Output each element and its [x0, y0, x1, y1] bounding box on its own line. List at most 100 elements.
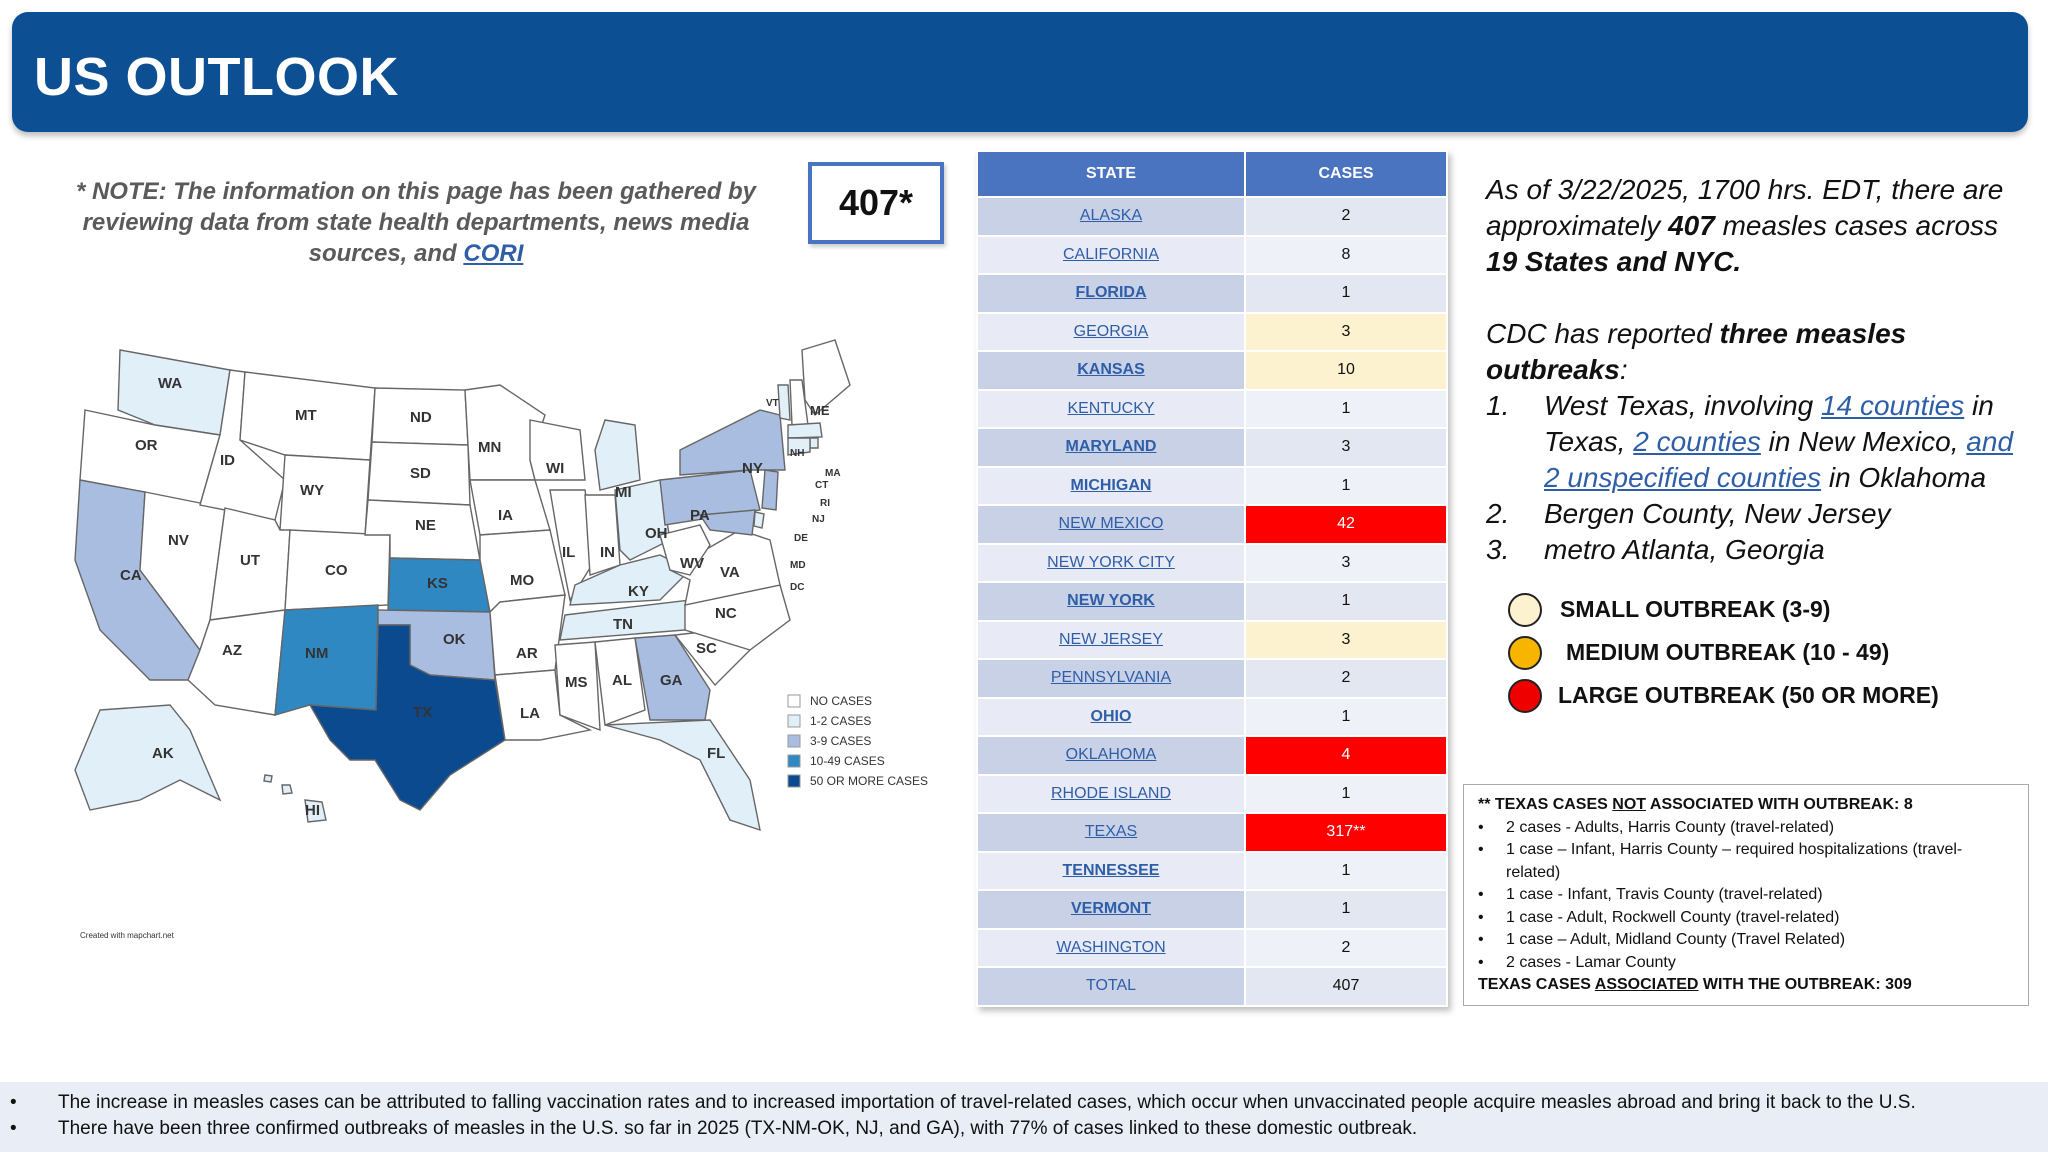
label-WA: WA	[158, 375, 182, 392]
header-banner: US OUTLOOK	[12, 12, 2028, 132]
label-MT: MT	[295, 407, 317, 424]
label-NJ: NJ	[812, 514, 825, 525]
legend-swatch-3-9	[787, 734, 801, 748]
label-RI: RI	[820, 498, 830, 509]
state-MS	[554, 641, 601, 732]
texas-title-part: ** TEXAS CASES	[1478, 796, 1613, 813]
table-row: MARYLAND 3	[976, 427, 1448, 468]
label-MO: MO	[510, 572, 534, 589]
state-link[interactable]: ALASKA	[976, 196, 1246, 237]
new-mexico-counties-link[interactable]: 2 counties	[1633, 426, 1761, 457]
state-link[interactable]: GEORGIA	[976, 311, 1246, 352]
label-MI: MI	[615, 484, 632, 501]
footer-bullet: There have been three confirmed outbreak…	[0, 1116, 2048, 1142]
legend-swatch-50-plus	[787, 774, 801, 788]
label-AZ: AZ	[222, 642, 242, 659]
cori-link[interactable]: CORI	[463, 240, 524, 267]
column-header-cases: CASES	[1244, 150, 1448, 198]
state-TX	[308, 624, 506, 811]
footer-bullet: The increase in measles cases can be att…	[0, 1090, 2048, 1116]
case-count: 42	[1244, 504, 1448, 545]
table-row: PENNSYLVANIA 2	[976, 658, 1448, 699]
state-link[interactable]: WASHINGTON	[976, 927, 1246, 968]
state-link[interactable]: NEW MEXICO	[976, 504, 1246, 545]
legend-50-plus: 50 OR MORE CASES	[810, 774, 928, 788]
case-count: 2	[1244, 196, 1448, 237]
legend-3-9: 3-9 CASES	[810, 734, 871, 748]
state-link[interactable]: KENTUCKY	[976, 388, 1246, 429]
state-RI	[809, 437, 819, 449]
state-link[interactable]: RHODE ISLAND	[976, 773, 1246, 814]
label-ND: ND	[410, 409, 432, 426]
label-MA: MA	[825, 468, 841, 479]
label-FL: FL	[707, 745, 725, 762]
case-count: 3	[1244, 311, 1448, 352]
outbreak-item: 2. Bergen County, New Jersey	[1486, 496, 2034, 532]
state-link[interactable]: KANSAS	[976, 350, 1246, 391]
table-row: GEORGIA 3	[976, 311, 1448, 352]
case-count: 8	[1244, 234, 1448, 275]
texas-case-list: 2 cases - Adults, Harris County (travel-…	[1478, 817, 2014, 975]
state-link[interactable]: TENNESSEE	[976, 850, 1246, 891]
case-count: 1	[1244, 273, 1448, 314]
state-link[interactable]: PENNSYLVANIA	[976, 658, 1246, 699]
us-cases-map: WA OR CA NV ID MT WY UT AZ CO NM ND SD N…	[74, 339, 928, 832]
list-item: 1 case - Infant, Travis County (travel-r…	[1478, 884, 2014, 907]
state-WV	[659, 524, 711, 576]
total-count: 407	[1244, 966, 1448, 1007]
table-row: NEW JERSEY 3	[976, 619, 1448, 660]
state-link[interactable]: OKLAHOMA	[976, 735, 1246, 776]
table-row: NEW MEXICO 42	[976, 504, 1448, 545]
label-HI: HI	[305, 802, 320, 819]
outbreaks-bold: three measles outbreaks	[1486, 318, 1907, 385]
state-link[interactable]: NEW YORK	[976, 581, 1246, 622]
state-link[interactable]: VERMONT	[976, 889, 1246, 930]
state-IL	[549, 489, 596, 602]
case-count: 1	[1244, 465, 1448, 506]
oklahoma-counties-link[interactable]: and 2 unspecified counties	[1544, 426, 2014, 493]
outbreak-text-part: West Texas, involving	[1544, 390, 1822, 421]
state-HI-2	[281, 784, 293, 795]
state-link[interactable]: NEW JERSEY	[976, 619, 1246, 660]
summary-case-count: 407	[1668, 210, 1715, 241]
case-count: 3	[1244, 619, 1448, 660]
table-row: OKLAHOMA 4	[976, 735, 1448, 776]
state-FL	[604, 719, 761, 832]
label-GA: GA	[660, 672, 683, 689]
label-AR: AR	[516, 645, 538, 662]
state-link[interactable]: NEW YORK CITY	[976, 542, 1246, 583]
legend-swatch-none	[787, 694, 801, 708]
state-link[interactable]: CALIFORNIA	[976, 234, 1246, 275]
outbreak-item: 1. West Texas, involving 14 counties in …	[1486, 388, 2034, 496]
column-header-state: STATE	[976, 150, 1246, 198]
texas-footer-part: TEXAS CASES	[1478, 976, 1595, 993]
state-link[interactable]: OHIO	[976, 696, 1246, 737]
total-cases-box: 407*	[808, 162, 944, 244]
label-TN: TN	[613, 616, 633, 633]
outbreak-item: 3. metro Atlanta, Georgia	[1486, 532, 2034, 568]
state-link[interactable]: TEXAS	[976, 812, 1246, 853]
texas-counties-link[interactable]: 14 counties	[1821, 390, 1965, 421]
summary-text: As of 3/22/2025, 1700 hrs. EDT, there ar…	[1486, 172, 2034, 568]
texas-box-footer: TEXAS CASES ASSOCIATED WITH THE OUTBREAK…	[1478, 974, 2014, 997]
case-count: 3	[1244, 427, 1448, 468]
label-OH: OH	[645, 525, 668, 542]
medium-outbreak-dot-icon	[1508, 635, 1542, 670]
list-item: 2 cases - Adults, Harris County (travel-…	[1478, 817, 2014, 840]
state-link[interactable]: MARYLAND	[976, 427, 1246, 468]
outbreak-number: 3.	[1486, 534, 1510, 565]
outbreak-text-part: in Texas,	[1544, 390, 1994, 457]
legend-none: NO CASES	[810, 694, 872, 708]
state-link[interactable]: MICHIGAN	[976, 465, 1246, 506]
legend-swatch-1-2	[787, 714, 801, 728]
total-label: TOTAL	[976, 966, 1246, 1007]
state-link[interactable]: FLORIDA	[976, 273, 1246, 314]
source-note: * NOTE: The information on this page has…	[36, 176, 796, 269]
label-NE: NE	[415, 517, 436, 534]
texas-box-title: ** TEXAS CASES NOT ASSOCIATED WITH OUTBR…	[1478, 794, 2014, 817]
outbreak-text: Bergen County, New Jersey	[1544, 498, 1891, 529]
outbreaks-paragraph: CDC has reported three measles outbreaks…	[1486, 316, 2034, 388]
label-PA: PA	[690, 507, 710, 524]
label-NV: NV	[168, 532, 189, 549]
summary-text-part: As of 3/22/2025, 1700 hrs. EDT, there ar…	[1486, 174, 2004, 241]
